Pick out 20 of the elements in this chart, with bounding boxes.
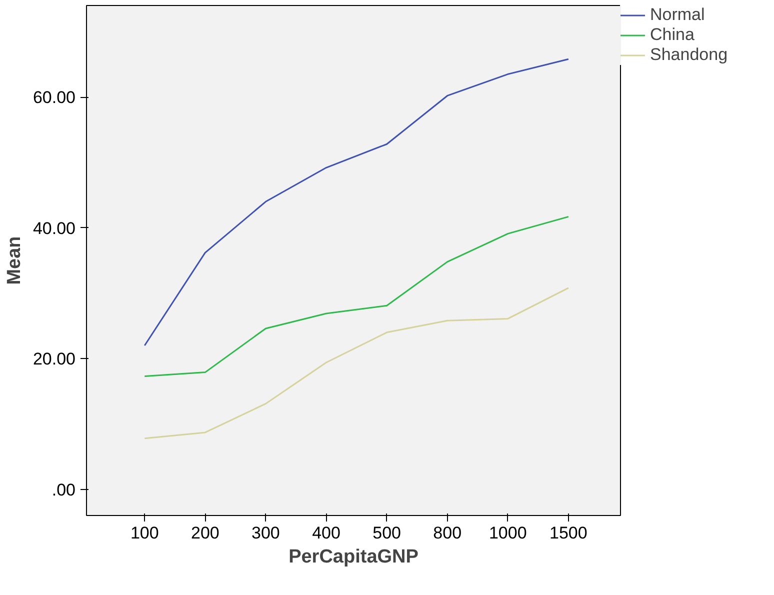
y-axis-title: Mean (4, 236, 25, 285)
x-tick-label: 400 (312, 524, 340, 542)
legend-label: Normal (650, 5, 705, 25)
legend-label: China (650, 25, 694, 45)
line-series (144, 287, 570, 440)
legend-label: Shandong (650, 45, 728, 65)
x-tick-label: 200 (190, 524, 220, 542)
y-tick-label: 20.00 (32, 350, 76, 369)
line-series (144, 58, 570, 346)
x-axis-title: PerCapitaGNP (288, 546, 419, 568)
line-series (144, 216, 570, 377)
y-tick-label: .00 (52, 480, 76, 500)
x-tick-label: 100 (130, 524, 159, 542)
y-tick-label: 40.00 (32, 218, 76, 238)
x-tick-label: 800 (433, 524, 462, 542)
y-tick-label: 60.00 (32, 88, 76, 108)
x-tick-label: 500 (372, 524, 401, 542)
x-tick-label: 300 (252, 524, 280, 542)
x-tick-label: 1000 (488, 524, 527, 542)
x-tick-label: 1500 (550, 524, 588, 542)
